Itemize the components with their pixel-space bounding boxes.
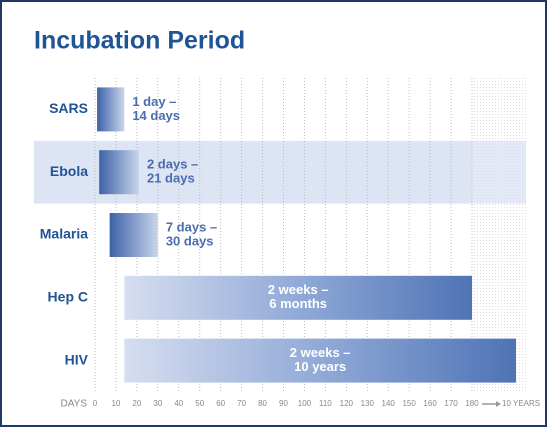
x-tick-label: 20 [132, 399, 141, 408]
x-tick-label: 160 [423, 399, 437, 408]
category-label: Hep C [48, 289, 88, 305]
x-tick-label: 70 [237, 399, 246, 408]
category-label: HIV [65, 351, 89, 367]
x-tick-label: 100 [298, 399, 312, 408]
break-arrowhead [496, 401, 501, 407]
x-tick-label: 120 [340, 399, 354, 408]
x-tick-label: 0 [93, 399, 98, 408]
category-label: Malaria [40, 226, 88, 242]
bar [124, 338, 517, 383]
bar [99, 150, 139, 195]
x-tick-label: 150 [402, 399, 416, 408]
value-label: 2 days – [147, 157, 198, 172]
category-label: Ebola [50, 163, 88, 179]
x-tick-label: 140 [382, 399, 396, 408]
x-axis-label: DAYS [61, 399, 88, 410]
x-tick-label: 90 [279, 399, 288, 408]
x-tick-label: 110 [319, 399, 332, 408]
value-label: 14 days [132, 108, 180, 123]
x-tick-label: 130 [361, 399, 375, 408]
value-label: 21 days [147, 171, 195, 186]
value-label: 6 months [269, 296, 327, 311]
x-tick-label: 180 [465, 399, 479, 408]
value-label: 2 weeks – [268, 282, 329, 297]
value-label: 10 years [294, 359, 346, 374]
chart-title: Incubation Period [34, 27, 245, 55]
x-break-label: 10 YEARS [502, 399, 540, 408]
value-label: 2 weeks – [290, 345, 351, 360]
x-tick-label: 60 [216, 399, 225, 408]
x-tick-label: 50 [195, 399, 204, 408]
category-label: SARS [49, 100, 88, 116]
x-tick-label: 30 [153, 399, 162, 408]
bar [124, 275, 473, 320]
value-label: 1 day – [132, 94, 176, 109]
value-label: 30 days [166, 233, 214, 248]
bar [109, 213, 158, 257]
bar [97, 87, 125, 132]
value-label: 7 days – [166, 219, 217, 234]
x-tick-label: 40 [174, 399, 183, 408]
x-tick-label: 80 [258, 399, 267, 408]
x-tick-label: 170 [444, 399, 458, 408]
highlight-band [472, 140, 526, 204]
x-tick-label: 10 [111, 399, 120, 408]
